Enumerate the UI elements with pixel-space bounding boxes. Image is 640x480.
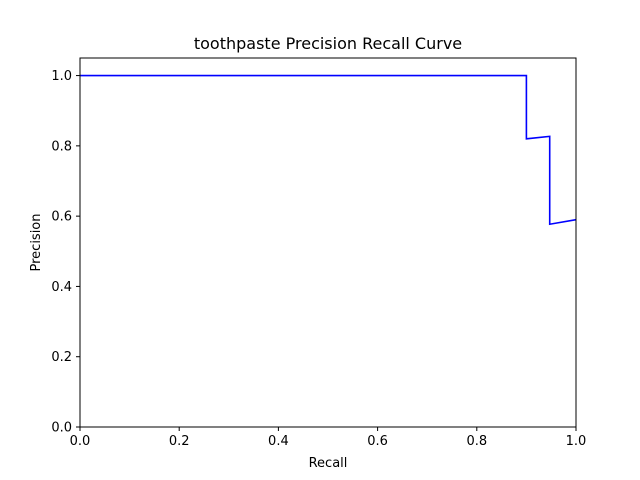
ticks-layer: 0.0 0.2 0.4 0.6 0.8 1.0 0.0 0.2 0.4 0.6 0.8 1.0 [51, 69, 586, 449]
chart-title: toothpaste Precision Recall Curve [194, 34, 462, 53]
pr-curve-line [80, 74, 577, 226]
x-tick-label: 0.2 [169, 434, 190, 449]
y-tick-label: 0.0 [51, 421, 72, 436]
y-tick-label: 0.8 [51, 139, 72, 154]
y-axis-title: Precision [29, 213, 44, 271]
y-tick-label: 0.6 [51, 210, 72, 225]
y-tick-label: 0.4 [51, 280, 72, 295]
x-tick-label: 0.0 [70, 434, 91, 449]
series-layer [80, 74, 577, 226]
plot-frame [79, 57, 577, 428]
x-tick-label: 0.6 [367, 434, 388, 449]
x-tick-label: 0.8 [466, 434, 487, 449]
x-tick-label: 0.4 [268, 434, 289, 449]
y-tick-label: 1.0 [51, 69, 72, 84]
x-tick-label: 1.0 [566, 434, 587, 449]
x-axis-title: Recall [309, 456, 348, 471]
y-tick-label: 0.2 [51, 350, 72, 365]
